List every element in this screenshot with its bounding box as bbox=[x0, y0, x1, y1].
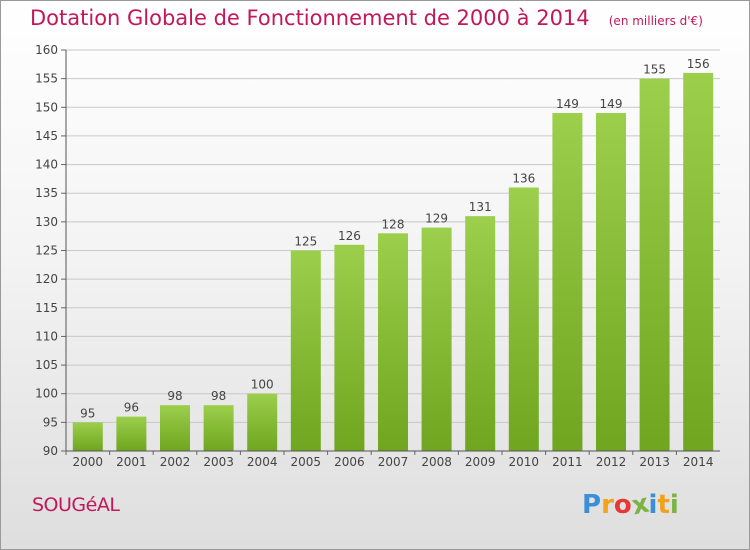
y-tick-label: 105 bbox=[35, 358, 58, 372]
y-tick-label: 160 bbox=[35, 43, 58, 57]
data-label: 98 bbox=[167, 389, 182, 403]
bar-2010 bbox=[508, 187, 539, 451]
x-tick-label: 2011 bbox=[552, 455, 583, 469]
x-tick-label: 2007 bbox=[378, 455, 409, 469]
y-tick-label: 110 bbox=[35, 329, 58, 343]
bars: 95 96 98 98 100 125 126 128 129 131 136 149 149 155 15… bbox=[72, 57, 714, 452]
bar-2007 bbox=[378, 233, 408, 451]
x-tick-label: 2006 bbox=[334, 455, 365, 469]
chart-unit: (en milliers d'€) bbox=[608, 14, 703, 28]
bar-2009 bbox=[465, 216, 496, 451]
logo-letter: r bbox=[601, 490, 614, 520]
logo-letter: P bbox=[582, 490, 602, 520]
bar-2005 bbox=[290, 250, 321, 451]
y-tick-label: 120 bbox=[35, 272, 58, 286]
y-tick-label: 115 bbox=[35, 301, 58, 315]
bar-2011 bbox=[552, 113, 583, 451]
x-tick-label: 2010 bbox=[509, 455, 540, 469]
y-tick-label: 155 bbox=[35, 72, 58, 86]
commune-name: SOUGéAL bbox=[32, 494, 120, 516]
proxiti-logo: Proxiti bbox=[582, 489, 679, 522]
bar-2013 bbox=[639, 78, 670, 452]
data-label: 96 bbox=[124, 401, 139, 415]
data-label: 131 bbox=[469, 200, 492, 214]
data-label: 95 bbox=[80, 406, 95, 420]
data-label: 98 bbox=[211, 389, 226, 403]
bar-2008 bbox=[421, 227, 452, 451]
data-label: 156 bbox=[687, 57, 710, 71]
data-label: 100 bbox=[251, 378, 274, 392]
x-tick-label: 2001 bbox=[116, 455, 147, 469]
logo-letter: i bbox=[669, 490, 679, 520]
chart-title-block: Dotation Globale de Fonctionnement de 20… bbox=[30, 6, 703, 30]
data-label: 126 bbox=[338, 229, 361, 243]
y-tick-label: 100 bbox=[35, 387, 58, 401]
x-tick-label: 2009 bbox=[465, 455, 496, 469]
x-tick-label: 2013 bbox=[639, 455, 670, 469]
logo-letter: t bbox=[657, 490, 670, 520]
x-tick-label: 2002 bbox=[160, 455, 191, 469]
y-tick-label: 135 bbox=[35, 186, 58, 200]
chart-title: Dotation Globale de Fonctionnement de 20… bbox=[30, 6, 590, 30]
bar-2001 bbox=[116, 416, 147, 451]
bar-2006 bbox=[334, 244, 365, 451]
bar-2002 bbox=[160, 405, 190, 451]
bar-2012 bbox=[596, 113, 626, 451]
x-tick-label: 2008 bbox=[421, 455, 452, 469]
data-label: 155 bbox=[643, 63, 666, 77]
data-label: 125 bbox=[294, 235, 317, 249]
data-label: 149 bbox=[556, 97, 579, 111]
y-tick-label: 150 bbox=[35, 100, 58, 114]
y-tick-label: 125 bbox=[35, 244, 58, 258]
bar-2014 bbox=[683, 72, 714, 452]
data-label: 149 bbox=[600, 97, 623, 111]
data-label: 129 bbox=[425, 212, 448, 226]
x-tick-label: 2012 bbox=[596, 455, 627, 469]
x-tick-label: 2003 bbox=[203, 455, 234, 469]
bar-2003 bbox=[203, 405, 234, 451]
axes: 90 95 100 105 110 115 120 125 130 135 140 145 150 155… bbox=[35, 43, 720, 469]
y-tick-label: 140 bbox=[35, 158, 58, 172]
logo-letter: o bbox=[613, 490, 632, 520]
y-tick-label: 95 bbox=[43, 415, 58, 429]
x-tick-label: 2014 bbox=[683, 455, 714, 469]
y-tick-label: 90 bbox=[43, 444, 58, 458]
bar-2000 bbox=[72, 422, 103, 451]
x-tick-label: 2000 bbox=[73, 455, 104, 469]
data-label: 128 bbox=[382, 217, 405, 231]
data-label: 136 bbox=[512, 171, 535, 185]
bar-2004 bbox=[247, 393, 278, 451]
logo-letter: i bbox=[648, 490, 658, 520]
y-tick-label: 130 bbox=[35, 215, 58, 229]
x-tick-label: 2004 bbox=[247, 455, 278, 469]
y-tick-label: 145 bbox=[35, 129, 58, 143]
x-tick-label: 2005 bbox=[291, 455, 322, 469]
